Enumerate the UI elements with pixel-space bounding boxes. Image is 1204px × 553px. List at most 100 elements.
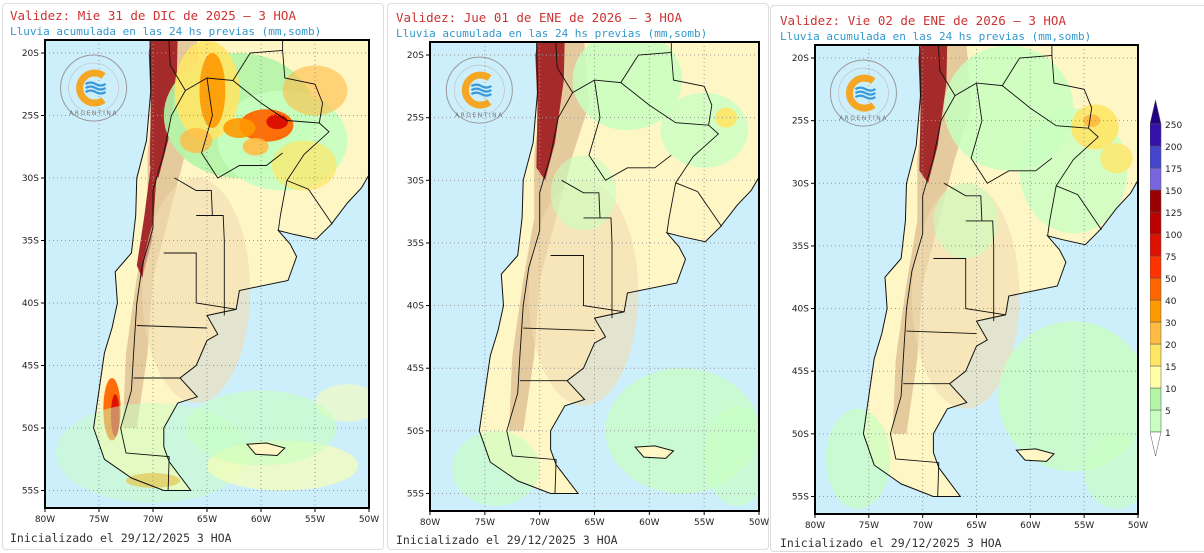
andes-heavy-rain	[148, 40, 178, 178]
andes-heavy-rain	[136, 165, 158, 278]
smn-logo: ARGENTINA	[829, 59, 897, 127]
panel-1-title: Validez: Mie 31 de DIC de 2025 — 3 HOA	[10, 8, 296, 23]
lat-tick-label: 30S	[792, 179, 809, 189]
lat-tick-label: 25S	[407, 114, 424, 124]
lon-tick-label: 80W	[35, 515, 55, 525]
panel-3-title: Validez: Vie 02 de ENE de 2026 — 3 HOA	[780, 13, 1066, 28]
panel-2-map: ARGENTINA 20S 25S 30S 35S 40S 45S 50S 55S 80W 75W 7…	[395, 40, 769, 531]
lat-tick-label: 55S	[407, 489, 424, 499]
colorbar-segment	[1149, 255, 1162, 279]
border-line	[163, 252, 237, 310]
border-line	[588, 80, 672, 181]
lon-tick-label: 70W	[529, 518, 549, 528]
border-line	[506, 42, 574, 494]
border-line	[970, 83, 1053, 184]
falkland-islands	[245, 442, 286, 457]
lon-tick-label: 50W	[1128, 521, 1148, 531]
panel-1-subtitle: Lluvia acumulada en las 24 hs previas (m…	[10, 25, 322, 38]
border-line	[666, 124, 720, 233]
lat-tick-label: 45S	[792, 367, 809, 377]
colorbar-level-label: 250	[1165, 121, 1182, 131]
colorbar-segment	[1149, 387, 1162, 411]
border-line	[954, 45, 1053, 96]
border-line	[906, 330, 977, 335]
colorbar-level-label: 10	[1165, 385, 1177, 395]
border-line	[1047, 127, 1099, 236]
panel-3-subtitle: Lluvia acumulada en las 24 hs previas (m…	[780, 30, 1092, 43]
lat-tick-label: 30S	[407, 176, 424, 186]
rain-area	[223, 118, 256, 138]
lon-tick-label: 65W	[966, 521, 986, 531]
lat-tick-label: 40S	[22, 299, 39, 309]
lat-tick-label: 35S	[22, 237, 39, 247]
panel-3-footer: Inicializado el 29/12/2025 3 HOA	[780, 536, 1002, 550]
colorbar-segment	[1149, 409, 1162, 433]
border-line	[232, 50, 324, 124]
border-line	[572, 42, 672, 93]
colorbar-segment	[1149, 321, 1162, 345]
border-line	[933, 258, 1006, 316]
lon-tick-label: 70W	[143, 515, 163, 525]
colorbar-level-label: 50	[1165, 275, 1177, 285]
border-line	[174, 177, 213, 216]
svg-text:ARGENTINA: ARGENTINA	[69, 110, 118, 117]
lon-tick-label: 80W	[805, 521, 825, 531]
border-line	[185, 40, 284, 91]
lat-tick-label: 25S	[22, 112, 39, 122]
falkland-islands	[1015, 448, 1055, 462]
falkland-islands	[634, 445, 675, 459]
lon-tick-label: 80W	[420, 518, 440, 528]
lat-tick-label: 50S	[407, 427, 424, 437]
smn-logo: ARGENTINA	[445, 56, 513, 124]
colorbar-level-label: 30	[1165, 319, 1177, 329]
lon-tick-label: 55W	[694, 518, 714, 528]
lat-tick-label: 20S	[407, 51, 424, 61]
colorbar-level-label: 100	[1165, 231, 1182, 241]
colorbar-segment	[1149, 189, 1162, 213]
coastline	[478, 42, 759, 494]
border-line	[277, 122, 330, 231]
colorbar-level-label: 5	[1165, 407, 1171, 417]
rain-area	[704, 405, 759, 506]
colorbar-level-label: 40	[1165, 297, 1177, 307]
lat-tick-label: 55S	[22, 487, 39, 497]
svg-text:ARGENTINA: ARGENTINA	[839, 115, 888, 122]
rain-area	[1084, 433, 1138, 509]
smn-logo: ARGENTINA	[60, 54, 128, 122]
lat-tick-label: 50S	[22, 424, 39, 434]
border-line	[120, 40, 186, 491]
lon-tick-label: 60W	[639, 518, 659, 528]
lon-tick-label: 65W	[197, 515, 217, 525]
border-line	[1056, 185, 1102, 230]
lon-tick-label: 55W	[305, 515, 325, 525]
panel-1-map: ARGENTINA 20S 25S 30S 35S 40S 45S 50S 55S 80W 75W 7…	[10, 38, 379, 528]
border-line	[583, 217, 613, 319]
lat-tick-label: 50S	[792, 430, 809, 440]
lon-tick-label: 75W	[89, 515, 109, 525]
lat-tick-label: 35S	[407, 239, 424, 249]
colorbar-level-label: 125	[1165, 209, 1182, 219]
rain-area	[180, 128, 213, 153]
lat-tick-label: 45S	[22, 362, 39, 372]
rain-area	[825, 408, 891, 509]
lat-tick-label: 40S	[792, 305, 809, 315]
border-line	[1002, 55, 1093, 129]
rain-area	[271, 140, 337, 191]
lat-tick-label: 20S	[22, 49, 39, 59]
panel-2-footer: Inicializado el 29/12/2025 3 HOA	[396, 533, 618, 547]
colorbar-level-label: 20	[1165, 341, 1177, 351]
rain-area	[451, 430, 540, 506]
coastline	[93, 40, 369, 491]
lon-tick-label: 75W	[475, 518, 495, 528]
border-line	[889, 45, 956, 497]
border-line	[136, 325, 208, 329]
lon-tick-label: 60W	[251, 515, 271, 525]
border-line	[550, 255, 625, 313]
rain-area	[266, 114, 289, 130]
panel-1-footer: Inicializado el 29/12/2025 3 HOA	[10, 531, 232, 545]
border-line	[675, 182, 723, 227]
lat-tick-label: 55S	[792, 492, 809, 502]
precipitation-colorbar: 1 5 10 15 20 30 40 50 75 100 125 150 175 200 250	[1149, 95, 1204, 466]
colorbar-segment	[1149, 167, 1162, 191]
rain-area	[1100, 143, 1133, 174]
